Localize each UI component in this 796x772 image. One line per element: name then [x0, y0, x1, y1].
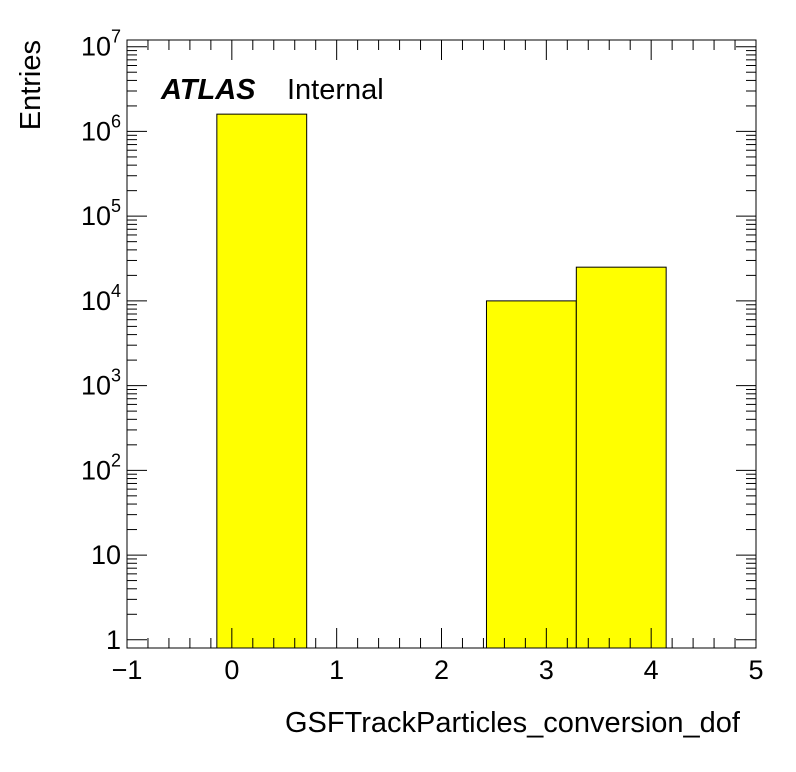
y-tick-label: 103: [81, 366, 121, 401]
y-axis-title: Entries: [15, 40, 47, 130]
x-tick-label: 0: [224, 655, 239, 685]
x-tick-label: 2: [434, 655, 449, 685]
histogram-bar: [575, 266, 667, 649]
bars-layer: [216, 113, 667, 649]
plot-frame: [126, 39, 757, 649]
x-tick-label: 3: [539, 655, 554, 685]
labels-layer: −1 0 1 2 3 4 5 1 10 102 103 104 105 106 107: [81, 27, 764, 685]
x-tick-label: 4: [644, 655, 659, 685]
y-tick-label: 102: [81, 450, 121, 485]
x-tick-label: 1: [329, 655, 344, 685]
y-tick-label: 104: [81, 281, 121, 316]
histogram-bar: [216, 113, 308, 649]
atlas-label: ATLAS: [160, 74, 256, 106]
ticks-layer: [126, 40, 757, 648]
y-tick-label: 105: [81, 196, 121, 231]
y-tick-label: 107: [81, 27, 121, 62]
y-tick-label: 106: [81, 111, 121, 146]
y-tick-label: 1: [106, 625, 121, 655]
y-tick-label: 10: [91, 540, 121, 570]
x-tick-label: −1: [112, 655, 143, 685]
internal-label: Internal: [287, 74, 384, 106]
x-tick-label: 5: [748, 655, 763, 685]
histogram-bar: [485, 300, 577, 649]
x-axis-title: GSFTrackParticles_conversion_dof: [285, 707, 741, 739]
